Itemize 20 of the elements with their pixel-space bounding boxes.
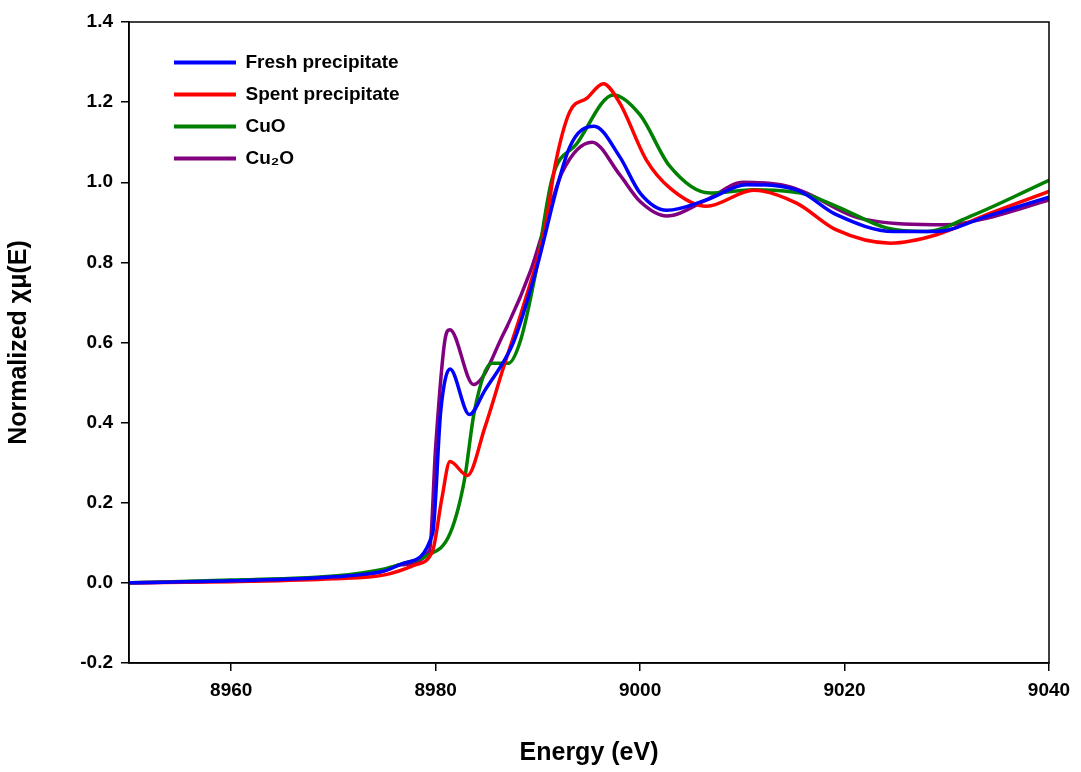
y-tick-label: 0.8 bbox=[86, 250, 113, 272]
legend-label: Spent precipitate bbox=[245, 82, 400, 104]
x-tick-label: 9020 bbox=[823, 678, 866, 700]
x-tick-label: 8960 bbox=[210, 678, 253, 700]
y-axis-title: Normalized χμ(E) bbox=[2, 240, 31, 445]
legend-label: Fresh precipitate bbox=[245, 50, 399, 72]
x-tick-label: 9000 bbox=[618, 678, 662, 700]
x-axis-title: Energy (eV) bbox=[519, 736, 659, 765]
y-tick-label: 0.2 bbox=[86, 490, 113, 512]
y-tick-label: 0.6 bbox=[86, 330, 113, 352]
y-tick-label: 1.4 bbox=[86, 10, 114, 32]
legend-label: CuO bbox=[245, 114, 286, 136]
y-tick-label: -0.2 bbox=[80, 651, 113, 673]
y-tick-label: 1.2 bbox=[86, 90, 113, 112]
y-tick-label: 1.0 bbox=[86, 170, 113, 192]
y-tick-label: 0.0 bbox=[86, 571, 113, 593]
x-tick-label: 8980 bbox=[414, 678, 457, 700]
legend-label: Cu₂O bbox=[245, 146, 295, 168]
y-tick-label: 0.4 bbox=[86, 410, 114, 432]
x-tick-label: 9040 bbox=[1027, 678, 1071, 700]
